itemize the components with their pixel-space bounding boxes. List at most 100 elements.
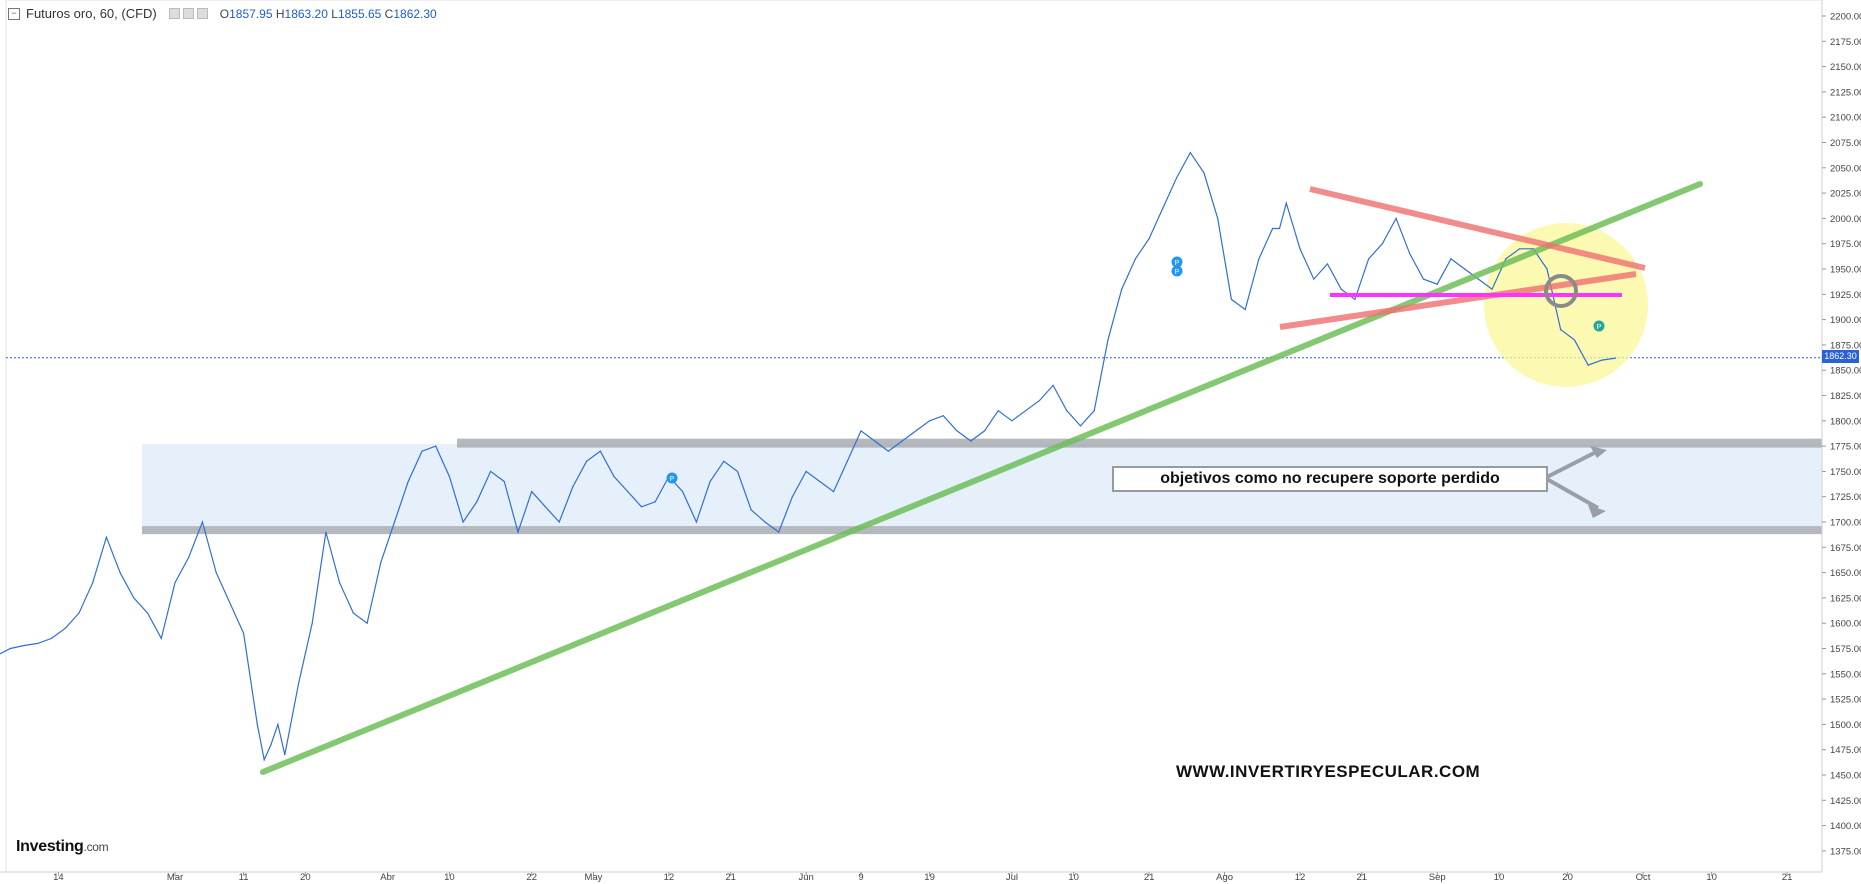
close-icon[interactable]: [196, 8, 208, 19]
price-point: [1587, 364, 1589, 366]
uptrend-line: [260, 181, 1703, 775]
y-tick-label: 1775.00: [1830, 442, 1861, 453]
price-point: [1409, 253, 1411, 255]
price-point: [1491, 288, 1493, 290]
price-point: [1299, 248, 1301, 250]
y-tick-label: 1825.00: [1830, 391, 1861, 402]
y-tick-label: 1400.00: [1830, 821, 1861, 832]
high-value: 1863.20: [284, 6, 328, 21]
logo-brand: Investing: [16, 838, 84, 855]
price-point: [1278, 227, 1281, 230]
event-marker-label: P: [1597, 324, 1602, 331]
y-tick-label: 2100.00: [1830, 113, 1861, 124]
price-point: [174, 582, 176, 584]
price-point: [970, 440, 972, 442]
x-tick-label: 9: [858, 872, 863, 883]
price-point: [277, 723, 279, 726]
price-point: [1505, 258, 1507, 260]
y-tick-label: 1950.00: [1830, 265, 1861, 276]
price-point: [1477, 278, 1479, 280]
y-tick-label: 2075.00: [1830, 138, 1861, 149]
x-tick-label: Jul: [1006, 872, 1018, 883]
price-point: [956, 430, 958, 432]
triangle-lower-line: [1279, 271, 1637, 330]
price-point: [929, 420, 931, 422]
x-tick-label: 10: [1494, 872, 1505, 883]
x-tick-label: Sep: [1429, 872, 1446, 883]
price-point: [1175, 177, 1178, 179]
price-point: [1518, 248, 1521, 250]
price-point: [243, 632, 245, 634]
y-tick-label: 1425.00: [1830, 796, 1861, 807]
price-point: [1436, 283, 1438, 285]
logo-domain: .com: [83, 840, 109, 854]
price-point: [146, 612, 149, 614]
price-point: [1272, 227, 1274, 230]
triangle-upper-line: [1309, 186, 1646, 271]
price-point: [860, 430, 862, 432]
instrument-title: Futuros oro, 60, (CFD): [26, 6, 157, 21]
y-tick-label: 1975.00: [1830, 239, 1861, 250]
eye-icon[interactable]: [182, 8, 194, 19]
price-point: [119, 572, 121, 574]
price-point: [997, 410, 999, 412]
price-point: [1011, 420, 1013, 422]
event-marker-label: P: [1175, 260, 1180, 267]
price-point: [750, 509, 752, 511]
price-point: [448, 475, 450, 478]
event-marker-icon: [1171, 265, 1183, 277]
price-point: [599, 450, 601, 452]
y-tick-label: 1675.00: [1830, 543, 1861, 554]
price-point: [613, 475, 615, 478]
price-point: [435, 445, 437, 447]
price-point: [503, 480, 505, 483]
y-tick-label: 2125.00: [1830, 87, 1861, 98]
x-tick-label: 12: [664, 872, 675, 883]
price-point: [201, 521, 204, 523]
x-tick-label: 14: [53, 872, 64, 883]
price-point: [558, 521, 560, 523]
x-tick-label: 21: [725, 872, 736, 883]
price-point: [1038, 399, 1040, 402]
price-point: [736, 470, 739, 472]
x-tick-label: 10: [1068, 872, 1079, 883]
target-arrows: [1544, 448, 1601, 510]
y-tick-label: 1475.00: [1830, 745, 1861, 756]
price-point: [1395, 217, 1397, 219]
investing-logo[interactable]: Investing.com: [16, 838, 109, 856]
y-tick-label: 2150.00: [1830, 62, 1861, 73]
event-marker-label: P: [1175, 269, 1180, 276]
y-tick-label: 1600.00: [1830, 619, 1861, 630]
annotation-box[interactable]: objetivos como no recupere soporte perdi…: [1112, 466, 1548, 492]
price-point: [846, 460, 848, 462]
price-point: [229, 602, 231, 604]
price-point: [709, 480, 711, 483]
price-point: [263, 759, 265, 761]
price-point: [1560, 329, 1562, 331]
low-label: L: [331, 6, 338, 21]
price-point: [64, 627, 66, 629]
x-tick-label: 21: [1356, 872, 1367, 883]
price-point: [1244, 308, 1246, 311]
y-tick-label: 1375.00: [1830, 846, 1861, 857]
event-marker-icon: [1593, 320, 1605, 332]
price-point: [1052, 384, 1054, 386]
price-point: [805, 470, 807, 472]
low-value: 1855.65: [337, 6, 382, 21]
collapse-icon[interactable]: −: [8, 7, 20, 20]
y-tick-label: 1450.00: [1830, 771, 1861, 782]
price-point: [764, 521, 766, 523]
price-point: [531, 491, 533, 493]
plot-area: [5, 0, 1823, 873]
x-tick-label: 22: [526, 872, 537, 883]
open-label: O: [219, 6, 230, 21]
price-point: [791, 496, 794, 498]
y-tick-label: 2200.00: [1830, 12, 1861, 23]
y-tick-label: 1575.00: [1830, 644, 1861, 655]
price-point: [160, 637, 162, 639]
x-tick-label: Jun: [798, 872, 813, 883]
settings-icon[interactable]: [168, 8, 180, 19]
price-point: [476, 501, 478, 503]
price-point: [380, 561, 382, 564]
